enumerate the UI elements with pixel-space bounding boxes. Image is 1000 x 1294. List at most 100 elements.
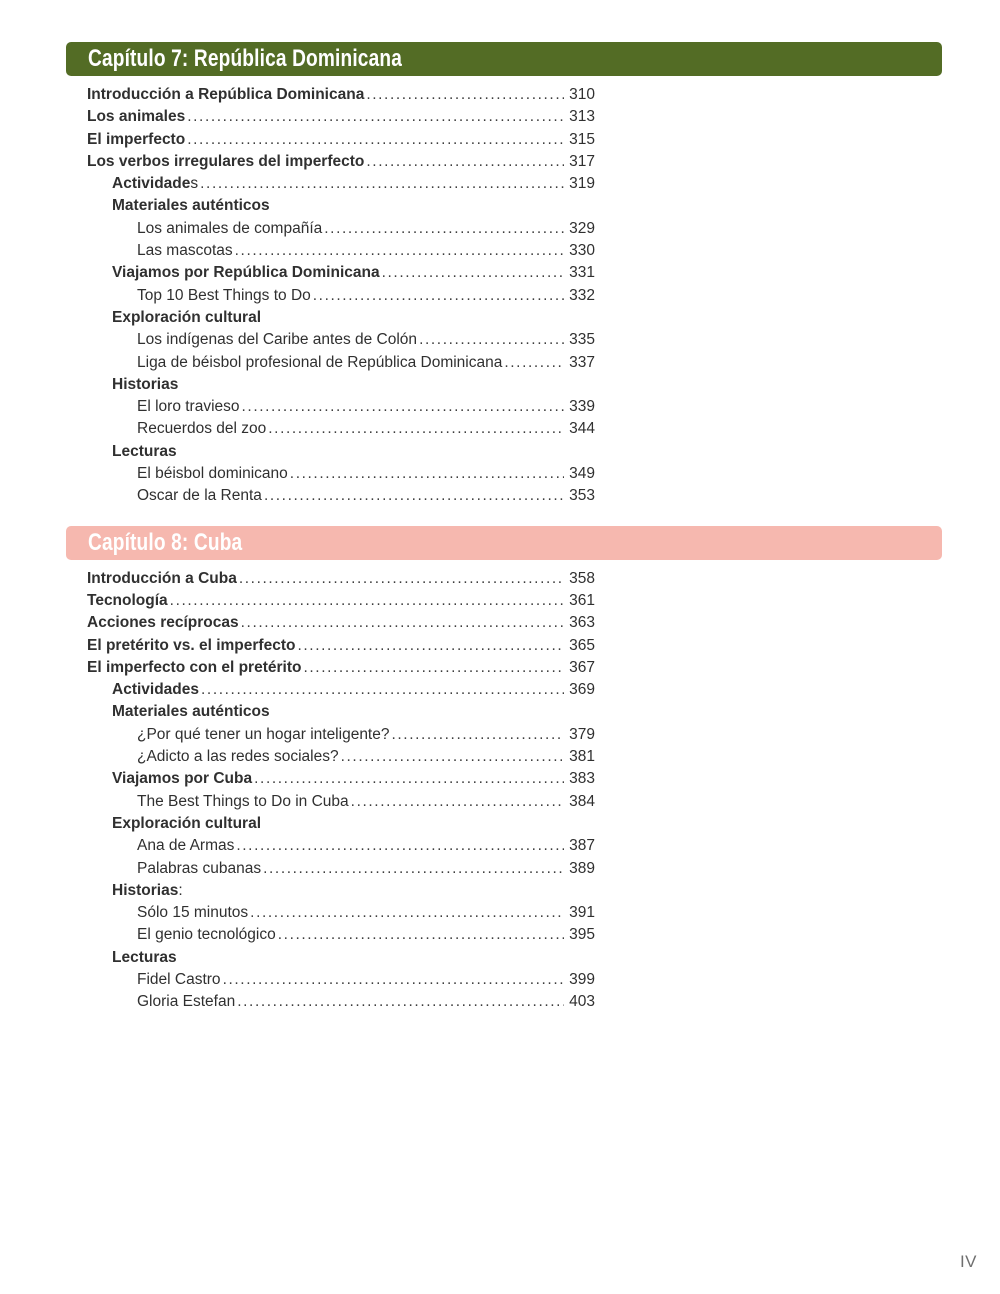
- toc-page-number: 353: [569, 487, 595, 505]
- toc-entry-label: Liga de béisbol profesional de República…: [137, 353, 503, 371]
- dot-leader: [237, 991, 564, 1013]
- toc-entries: Introducción a Cuba 358 Tecnología 361 A…: [66, 568, 595, 1014]
- toc-entry: Acciones recíprocas 363: [66, 612, 595, 634]
- toc-entry: Materiales auténticos: [66, 195, 595, 217]
- toc-entry: Materiales auténticos: [66, 701, 595, 723]
- toc-entry: Viajamos por República Dominicana 331: [66, 262, 595, 284]
- toc-entry: Introducción a República Dominicana 310: [66, 84, 595, 106]
- toc-page-number: 381: [569, 748, 595, 766]
- toc-entry: El pretérito vs. el imperfecto 365: [66, 635, 595, 657]
- toc-page-number: 344: [569, 420, 595, 438]
- toc-page-number: 387: [569, 837, 595, 855]
- toc-entry-label: Recuerdos del zoo: [137, 420, 267, 438]
- toc-page-number: 383: [569, 770, 595, 788]
- toc-entry-label: Acciones recíprocas: [87, 614, 239, 632]
- toc-entry-label: El loro travieso: [137, 398, 240, 416]
- dot-leader: [341, 746, 565, 768]
- toc-entry: El béisbol dominicano 349: [66, 463, 595, 485]
- toc-entry: Recuerdos del zoo 344: [66, 418, 595, 440]
- dot-leader: [303, 657, 564, 679]
- toc-page-number: 337: [569, 353, 595, 371]
- toc-entry-label: Top 10 Best Things to Do: [137, 286, 311, 304]
- toc-entry: Fidel Castro 399: [66, 969, 595, 991]
- dot-leader: [201, 679, 564, 701]
- toc-entry-label: Oscar de la Renta: [137, 487, 262, 505]
- toc-page-number: 339: [569, 398, 595, 416]
- toc-entry-label: ¿Por qué tener un hogar inteligente?: [137, 725, 390, 743]
- toc-entry-label: Los indígenas del Caribe antes de Colón: [137, 331, 418, 349]
- toc-entry: Gloria Estefan 403: [66, 991, 595, 1013]
- toc-page-number: 315: [569, 130, 595, 148]
- dot-leader: [187, 106, 564, 128]
- toc-entry: The Best Things to Do in Cuba 384: [66, 791, 595, 813]
- toc-entry: El imperfecto 315: [66, 129, 595, 151]
- toc-entry-label: Actividades: [112, 681, 200, 699]
- dot-leader: [366, 151, 564, 173]
- toc-entry-label: Tecnología: [87, 591, 168, 609]
- toc-entry-label: Ana de Armas: [137, 837, 235, 855]
- toc-entry-label: Lecturas: [112, 948, 177, 966]
- toc-entry: ¿Adicto a las redes sociales? 381: [66, 746, 595, 768]
- toc-entry-label: ¿Adicto a las redes sociales?: [137, 748, 339, 766]
- dot-leader: [200, 173, 564, 195]
- toc-entry: El genio tecnológico 395: [66, 924, 595, 946]
- toc-page-number: 332: [569, 286, 595, 304]
- dot-leader: [239, 568, 564, 590]
- toc-entry: Liga de béisbol profesional de República…: [66, 352, 595, 374]
- dot-leader: [278, 924, 564, 946]
- dot-leader: [324, 218, 564, 240]
- toc-page-number: 310: [569, 86, 595, 103]
- toc-entry: Ana de Armas 387: [66, 835, 595, 857]
- toc-entry: Sólo 15 minutos 391: [66, 902, 595, 924]
- dot-leader: [313, 285, 564, 307]
- toc-page-number: 331: [569, 264, 595, 282]
- dot-leader: [268, 418, 564, 440]
- toc-entry: Palabras cubanas 389: [66, 858, 595, 880]
- toc-entry-label: Los verbos irregulares del imperfecto: [87, 152, 365, 170]
- toc-page-number: 329: [569, 219, 595, 237]
- toc-entry: Oscar de la Renta 353: [66, 485, 595, 507]
- toc-entry-suffix: :: [178, 881, 183, 899]
- dot-leader: [187, 129, 564, 151]
- toc-page-number: 365: [569, 636, 595, 654]
- toc-entry: ¿Por qué tener un hogar inteligente? 379: [66, 724, 595, 746]
- toc-page-number: 361: [569, 591, 595, 609]
- toc-entry-label: Materiales auténticos: [112, 703, 270, 721]
- dot-leader: [236, 835, 564, 857]
- chapter-title: Capítulo 8: Cuba: [88, 528, 243, 556]
- toc-entry-label: El imperfecto: [87, 130, 186, 148]
- chapter-title: Capítulo 7: República Dominicana: [88, 45, 402, 72]
- toc-page-number: 391: [569, 904, 595, 922]
- toc-entry-label: El béisbol dominicano: [137, 465, 288, 483]
- dot-leader: [250, 902, 564, 924]
- toc-page-number: 349: [569, 465, 595, 483]
- toc-entry-label: Viajamos por República Dominicana: [112, 264, 380, 282]
- dot-leader: [419, 329, 564, 351]
- dot-leader: [241, 612, 564, 634]
- toc-entry: Tecnología 361: [66, 590, 595, 612]
- folio-page-number: IV: [959, 1252, 977, 1271]
- chapter-banner: Capítulo 8: Cuba: [66, 525, 942, 560]
- toc-entry: El imperfecto con el pretérito 367: [66, 657, 595, 679]
- toc-page-number: 389: [569, 859, 595, 877]
- toc-entry-label: Introducción a Cuba: [87, 569, 237, 587]
- toc-page-number: 395: [569, 926, 595, 944]
- dot-leader: [391, 724, 564, 746]
- toc-entry: Lecturas: [66, 441, 595, 463]
- chapter-section: Capítulo 7: República Dominicana Introdu…: [66, 42, 942, 508]
- toc-entry-label: Las mascotas: [137, 242, 233, 260]
- toc-entry-label: Los animales: [87, 108, 186, 126]
- toc-page-number: 313: [569, 108, 595, 126]
- toc-entry-label: Viajamos por Cuba: [112, 770, 253, 788]
- toc-entry: Actividades 319: [66, 173, 595, 195]
- dot-leader: [351, 791, 564, 813]
- toc-page-number: 399: [569, 970, 595, 988]
- dot-leader: [170, 590, 564, 612]
- toc-entries: Introducción a República Dominicana 310 …: [66, 84, 595, 508]
- dot-leader: [263, 858, 564, 880]
- dot-leader: [504, 352, 564, 374]
- toc-entry: Historias: [66, 374, 595, 396]
- toc-entry-label: El pretérito vs. el imperfecto: [87, 636, 296, 654]
- toc-entry-label: Historias: [112, 881, 179, 899]
- toc-page-number: 330: [569, 242, 595, 260]
